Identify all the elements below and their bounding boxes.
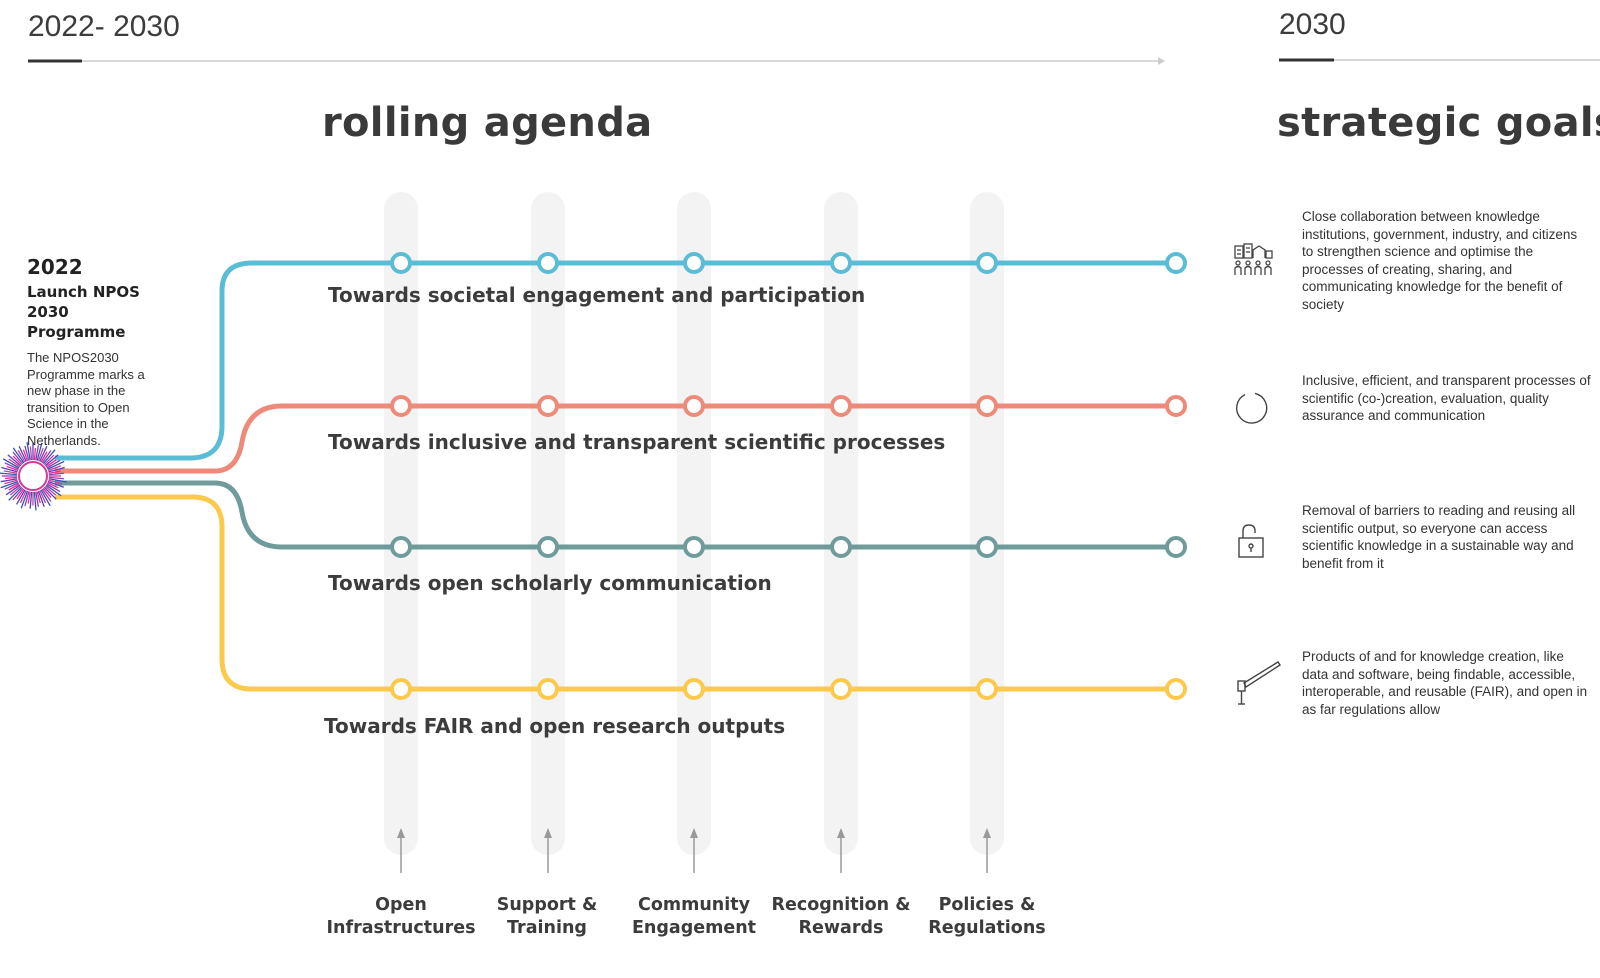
launch-block: 2022 Launch NPOS 2030 Programme The NPOS… (27, 255, 177, 449)
track-label-inclusive: Towards inclusive and transparent scient… (328, 430, 946, 454)
track-node (390, 395, 412, 417)
rolling-agenda-title: rolling agenda (322, 100, 653, 146)
strategic-goals-title: strategic goals (1277, 100, 1600, 146)
pillar-label-open-infrastructures: Open Infrastructures (326, 895, 476, 938)
barrier-gate-icon (1237, 661, 1281, 705)
pillar-arrow (837, 828, 845, 873)
pillar-arrows (397, 828, 991, 873)
launch-title: Launch NPOS 2030 Programme (27, 283, 140, 341)
period-left-label: 2022- 2030 (28, 10, 180, 43)
period-right-label: 2030 (1279, 8, 1346, 41)
track-node (537, 678, 559, 700)
start-burst-icon (0, 442, 67, 511)
track-node (390, 678, 412, 700)
pillar-label-recognition-rewards: Recognition & Rewards (771, 895, 911, 938)
track-node (537, 536, 559, 558)
people-buildings-icon (1234, 243, 1273, 275)
track-node (683, 395, 705, 417)
pillar-label-support-training: Support & Training (496, 895, 598, 938)
pillar-label-community-engagement: Community Engagement (631, 895, 757, 938)
track-node (1165, 536, 1187, 558)
track-node (683, 252, 705, 274)
track-line-inclusive (55, 403, 1175, 474)
pillar-arrow (397, 828, 405, 873)
track-node (830, 252, 852, 274)
pillar-arrow (983, 828, 991, 873)
goal-text-removal-barriers: Removal of barriers to reading and reusi… (1302, 503, 1576, 571)
track-node (976, 678, 998, 700)
track-node (830, 536, 852, 558)
pillar-arrow (690, 828, 698, 873)
pillar-band-policies-regulations (970, 192, 1004, 855)
track-node (390, 252, 412, 274)
track-node (976, 536, 998, 558)
open-lock-icon (1238, 524, 1264, 558)
track-node (830, 678, 852, 700)
timeline-axis (28, 57, 1600, 65)
goal-text-fair-products: Products of and for knowledge creation, … (1302, 649, 1588, 717)
track-line-scholarly (55, 480, 1175, 550)
track-node (390, 536, 412, 558)
track-lines (55, 260, 1175, 692)
track-line-societal (55, 260, 1175, 461)
track-label-fair: Towards FAIR and open research outputs (324, 714, 786, 738)
track-node (1165, 395, 1187, 417)
track-label-societal: Towards societal engagement and particip… (328, 283, 866, 307)
goal-text-inclusive-processes: Inclusive, efficient, and transparent pr… (1302, 373, 1591, 423)
track-node (683, 536, 705, 558)
launch-description: The NPOS2030 Programme marks a new phase… (27, 350, 145, 448)
pillar-arrow (544, 828, 552, 873)
track-node (830, 395, 852, 417)
track-nodes (390, 252, 1187, 700)
track-node (976, 395, 998, 417)
track-node (1165, 252, 1187, 274)
open-circle-icon (1236, 392, 1268, 424)
track-node (1165, 678, 1187, 700)
track-node (683, 678, 705, 700)
track-label-scholarly: Towards open scholarly communication (328, 571, 772, 595)
track-line-fair (55, 494, 1175, 692)
track-node (537, 252, 559, 274)
goal-text-collaboration: Close collaboration between knowledge in… (1302, 209, 1578, 312)
track-node (976, 252, 998, 274)
pillar-label-policies-regulations: Policies & Regulations (928, 895, 1046, 938)
track-node (537, 395, 559, 417)
launch-year: 2022 (27, 255, 83, 279)
